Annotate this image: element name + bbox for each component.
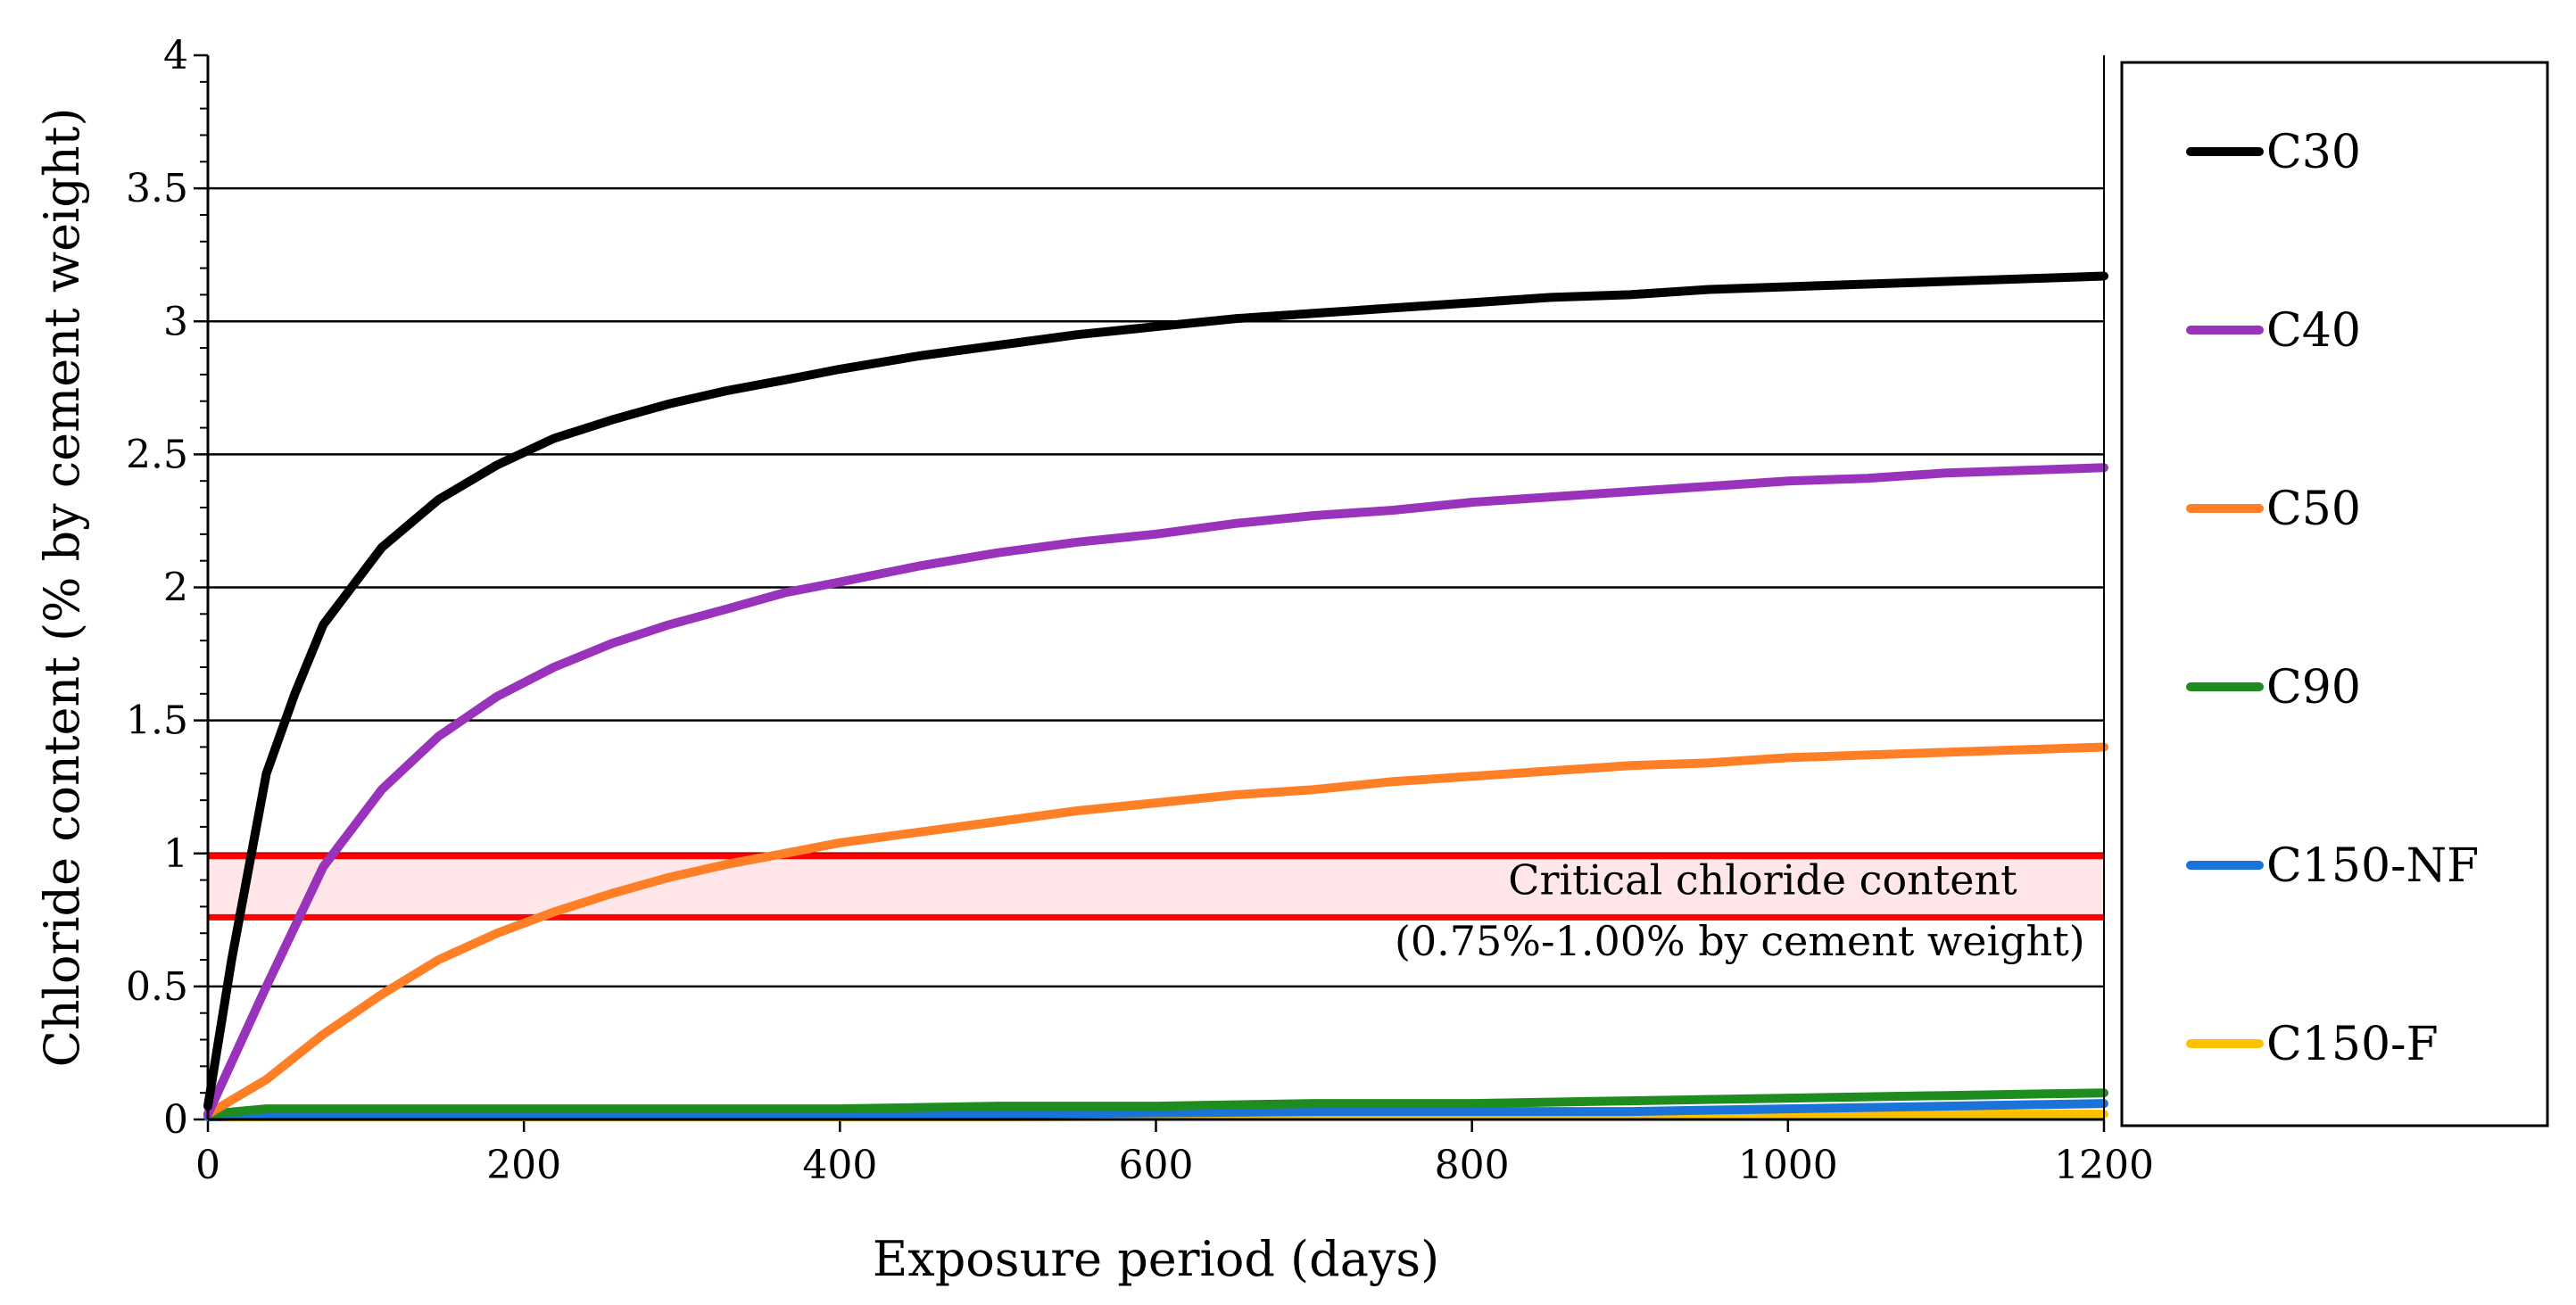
series-line-c90: [203, 1088, 2108, 1119]
x-tick-label: 600: [1119, 1143, 1194, 1188]
y-tick-label: 3.5: [126, 166, 188, 211]
y-tick-label: 2: [163, 566, 188, 611]
critical-band-range: (0.75%-1.00% by cement weight): [1395, 917, 2085, 965]
x-tick-label: 1200: [2054, 1143, 2154, 1188]
legend-label-c90: C90: [2266, 661, 2361, 714]
legend: C30 C40 C50 C90 C150-NF C150-F: [2120, 61, 2549, 1127]
x-tick-label: 200: [486, 1143, 561, 1188]
legend-label-c50: C50: [2266, 483, 2361, 536]
y-tick-label: 0.5: [126, 964, 188, 1010]
y-tick-label: 1.5: [126, 698, 188, 744]
series-line-c50: [203, 742, 2108, 1119]
legend-label-c30: C30: [2266, 126, 2361, 179]
series-line-c40: [203, 463, 2108, 1119]
legend-label-c150-nf: C150-NF: [2266, 839, 2479, 893]
legend-label-c150-f: C150-F: [2266, 1018, 2439, 1071]
y-tick-label: 2.5: [126, 432, 188, 477]
critical-band-label: Critical chloride content: [1508, 856, 2017, 904]
y-tick-label: 1: [163, 831, 188, 877]
y-axis-title: Chloride content (% by cement weight): [34, 108, 90, 1068]
x-axis-title: Exposure period (days): [873, 1231, 1439, 1287]
plot-area: 0 0.5 1 1.5 2 2.5 3 3.5 4 0 200 400 600 800 1000 1200 Cr…: [34, 33, 2154, 1287]
y-tick-label: 4: [163, 33, 188, 78]
x-tick-label: 800: [1435, 1143, 1510, 1188]
x-tick-label: 400: [802, 1143, 877, 1188]
y-tick-label: 3: [163, 299, 188, 344]
x-tick-label: 1000: [1738, 1143, 1838, 1188]
critical-band-fill: [208, 855, 2104, 918]
x-tick-label: 0: [195, 1143, 220, 1188]
series-line-c30: [203, 271, 2108, 1111]
series-line-c150-nf: [203, 1099, 2108, 1121]
legend-label-c40: C40: [2266, 304, 2361, 358]
y-tick-label: 0: [163, 1097, 188, 1143]
legend-box: [2120, 61, 2549, 1127]
